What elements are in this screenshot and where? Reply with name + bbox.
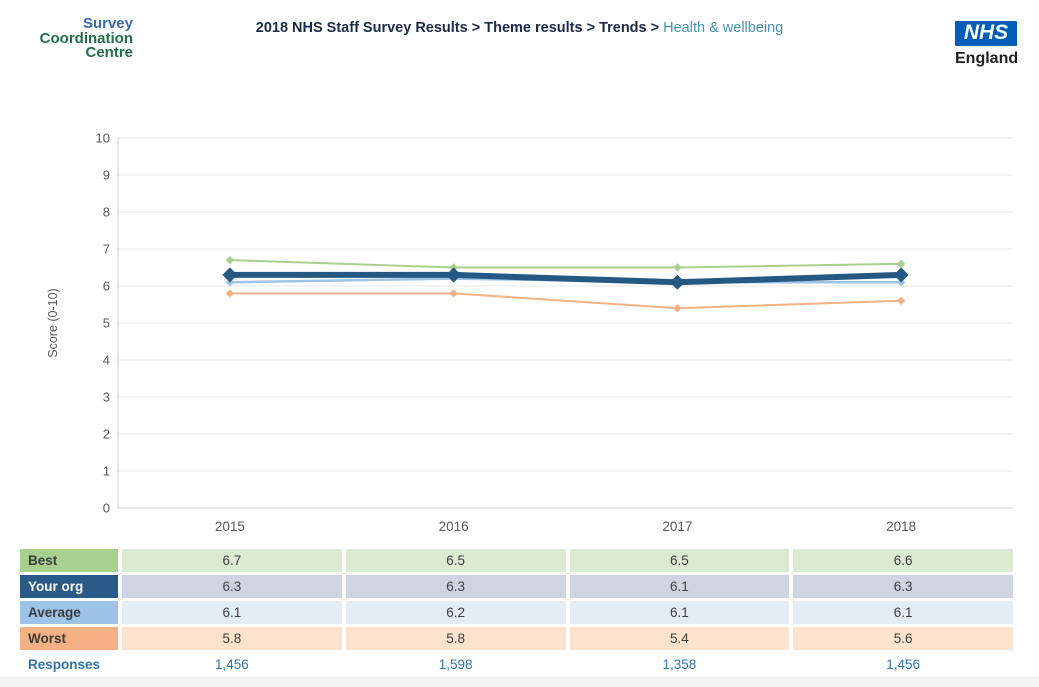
marker-your-org-2016 bbox=[446, 267, 462, 283]
y-tick-label-3: 3 bbox=[103, 390, 110, 405]
y-tick-label-4: 4 bbox=[103, 353, 110, 368]
nhs-logo-icon: NHS bbox=[955, 21, 1017, 46]
row-label-your-org: Your org bbox=[20, 575, 118, 598]
breadcrumb-current-page: Health & wellbeing bbox=[663, 20, 784, 36]
y-tick-label-0: 0 bbox=[103, 501, 110, 516]
line-best bbox=[229, 259, 902, 269]
value-best-2016: 6.5 bbox=[345, 549, 566, 572]
x-tick-label-2018: 2018 bbox=[886, 519, 916, 534]
responses-value-2017: 1,358 bbox=[662, 657, 697, 672]
responses-value-2015: 1,456 bbox=[214, 657, 249, 672]
value-average-2016: 6.2 bbox=[345, 601, 566, 624]
row-label-best: Best bbox=[20, 549, 118, 572]
breadcrumb-path: 2018 NHS Staff Survey Results > Theme re… bbox=[255, 20, 664, 36]
footer-strip bbox=[0, 677, 1039, 687]
logo-line-coordination: Coordination bbox=[39, 29, 133, 47]
value-your-org-2018: 6.3 bbox=[793, 575, 1013, 598]
marker-best-2015 bbox=[225, 255, 235, 265]
marker-your-org-2017 bbox=[669, 274, 685, 290]
marker-your-org-2018 bbox=[893, 267, 909, 283]
value-your-org-2016: 6.3 bbox=[345, 575, 566, 598]
value-your-org-2015: 6.3 bbox=[122, 575, 342, 598]
line-your-org bbox=[229, 271, 902, 286]
value-average-2015: 6.1 bbox=[122, 601, 342, 624]
marker-best-2018 bbox=[896, 259, 906, 268]
y-axis-title: Score (0-10) bbox=[46, 288, 60, 357]
breadcrumb: 2018 NHS Staff Survey Results > Theme re… bbox=[0, 20, 1039, 36]
logo-line-survey: Survey bbox=[82, 15, 133, 32]
responses-label: Responses bbox=[28, 657, 101, 672]
score-table: Best 6.7 6.5 6.5 6.6 Your org 6.3 6.3 6.1 6.3 Aver… bbox=[20, 549, 1013, 650]
row-label-worst: Worst bbox=[20, 627, 118, 650]
marker-worst-2018 bbox=[896, 296, 906, 305]
y-tick-label-10: 10 bbox=[96, 131, 110, 146]
value-best-2015: 6.7 bbox=[122, 549, 342, 572]
value-worst-2017: 5.4 bbox=[569, 627, 790, 650]
marker-worst-2016 bbox=[449, 289, 458, 298]
y-tick-label-6: 6 bbox=[103, 279, 110, 294]
value-worst-2015: 5.8 bbox=[122, 627, 342, 650]
line-worst bbox=[229, 292, 902, 310]
survey-coordination-centre-logo: Survey Coordination Centre bbox=[18, 15, 133, 61]
y-tick-label-8: 8 bbox=[103, 205, 110, 220]
value-worst-2016: 5.8 bbox=[345, 627, 566, 650]
value-worst-2018: 5.6 bbox=[793, 627, 1013, 650]
marker-your-org-2015 bbox=[222, 267, 238, 283]
value-best-2018: 6.6 bbox=[793, 549, 1013, 572]
row-label-average: Average bbox=[20, 601, 118, 624]
y-tick-label-5: 5 bbox=[103, 316, 110, 331]
nhs-region-label: England bbox=[955, 50, 1019, 67]
x-tick-label-2017: 2017 bbox=[662, 519, 692, 534]
value-average-2018: 6.1 bbox=[793, 601, 1013, 624]
responses-row: Responses 1,456 1,598 1,358 1,456 bbox=[20, 655, 1013, 675]
y-tick-label-7: 7 bbox=[103, 242, 110, 257]
responses-value-2016: 1,598 bbox=[438, 657, 473, 672]
value-best-2017: 6.5 bbox=[569, 549, 790, 572]
responses-value-2018: 1,456 bbox=[886, 657, 921, 672]
nhs-england-logo: NHS England bbox=[955, 21, 1019, 68]
x-tick-label-2015: 2015 bbox=[215, 519, 245, 534]
y-tick-label-2: 2 bbox=[103, 427, 110, 442]
x-tick-label-2016: 2016 bbox=[439, 519, 469, 534]
value-your-org-2017: 6.1 bbox=[569, 575, 790, 598]
marker-worst-2017 bbox=[673, 304, 682, 313]
marker-worst-2015 bbox=[225, 289, 235, 298]
marker-best-2017 bbox=[673, 263, 682, 272]
trend-line-chart: 0 1 2 3 4 5 6 7 8 9 10 Score (0-10) 2015 2016 2017 2018 bbox=[46, 131, 1013, 534]
y-tick-label-1: 1 bbox=[103, 464, 110, 479]
logo-line-centre: Centre bbox=[85, 44, 133, 61]
value-average-2017: 6.1 bbox=[569, 601, 790, 624]
y-tick-label-9: 9 bbox=[103, 168, 110, 183]
